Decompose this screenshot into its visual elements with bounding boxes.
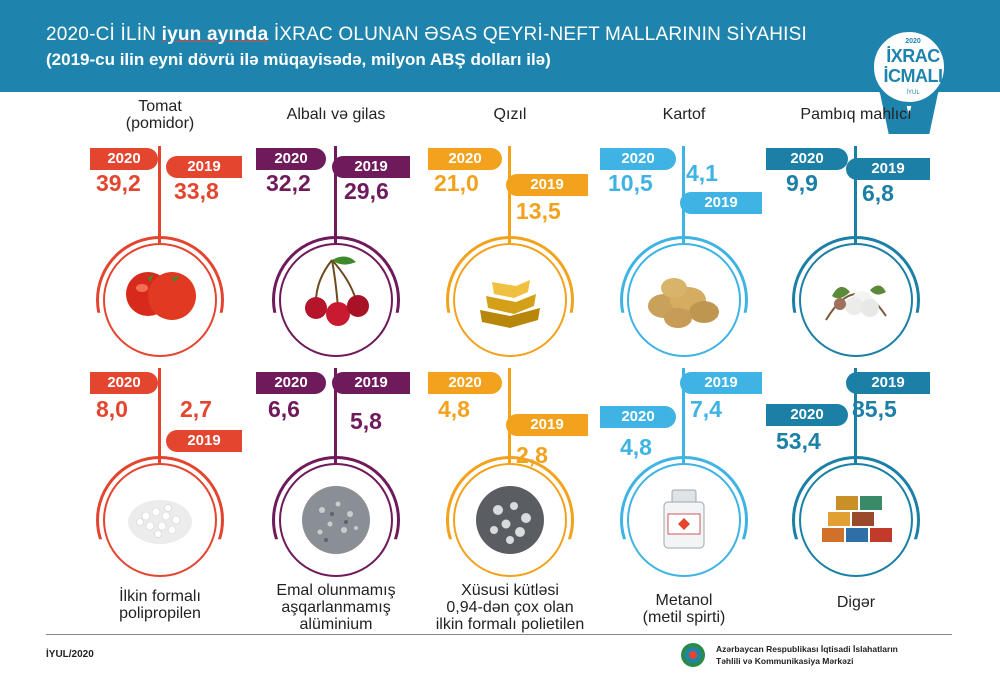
badge-year: 2020 [905,38,921,45]
export-review-badge: 2020 İXRAC İCMALI İYUL [866,28,952,138]
legend-2019-tag: 2019 [846,158,930,180]
legend-2019-tag: 2019 [166,156,242,178]
connector-line [854,146,857,246]
badge-month: İYUL [906,90,920,96]
value-2020: 8,0 [96,396,128,422]
footer-org-line1: Azərbaycan Respublikası İqtisadi İslahat… [716,644,898,654]
footer-org-line2: Təhlili və Kommunikasiya Mərkəzi [716,656,854,666]
legend-2019-tag: 2019 [506,414,588,436]
value-2020: 4,8 [438,396,470,422]
legend-2020-tag: 2020 [90,372,158,394]
connector-line [334,368,337,480]
badge-line2: İCMALI [883,66,944,86]
product-name: Xüsusi kütləsi 0,94-dən çox olan ilkin f… [435,582,585,633]
page-subtitle: (2019-cu ilin eyni dövrü ilə müqayisədə,… [46,50,551,69]
value-2020: 53,4 [776,428,821,454]
product-panel: İlkin formalı polipropilen 2020 8,0 2019 2,7 [70,364,250,624]
value-2019: 85,5 [852,396,897,422]
footer-organization: Azərbaycan Respublikası İqtisadi İslahat… [716,643,898,667]
product-name: Pambıq mahlıcı [800,106,912,123]
value-2020: 10,5 [608,170,653,196]
legend-2019-tag: 2019 [506,174,588,196]
product-panel: Tomat (pomidor) 2020 39,2 2019 33,8 [70,94,250,357]
legend-2019-tag: 2019 [332,372,410,394]
legend-2020-tag: 2020 [256,372,326,394]
legend-2020-tag: 2020 [428,148,502,170]
value-2019: 7,4 [690,396,722,422]
product-panel: Kartof 2020 10,5 2019 4,1 [594,94,774,357]
product-panel: Albalı və gilas 2020 32,2 2019 29,6 [246,94,426,357]
cotton-icon [825,285,887,321]
legend-2020-tag: 2020 [256,148,326,170]
value-2019: 33,8 [174,178,219,204]
value-2020: 32,2 [266,170,311,196]
legend-2019-tag: 2019 [846,372,930,394]
potato-icon [648,278,719,328]
product-panel: Qızıl 2020 21,0 2019 13,5 [420,94,600,357]
product-image-disc [453,243,567,357]
footer-divider [46,634,952,635]
legend-2019-tag: 2019 [680,372,762,394]
badge-seal: 2020 İXRAC İCMALI İYUL [870,28,948,106]
value-2019: 4,1 [686,160,718,186]
product-name: Qızıl [493,106,527,123]
product-panel: Xüsusi kütləsi 0,94-dən çox olan ilkin f… [420,364,600,633]
legend-2020-tag: 2020 [766,404,848,426]
product-name: Tomat (pomidor) [125,98,195,132]
connector-line [682,368,685,480]
footer-date: İYUL/2020 [46,649,94,660]
value-2019: 2,8 [516,442,548,468]
product-panel: Emal olunmamış aşqarlanmamış alüminium 20… [246,364,426,633]
legend-2019-tag: 2019 [680,192,762,214]
value-2020: 9,9 [786,170,818,196]
bottle-icon [663,489,705,549]
cherry-icon [305,256,369,326]
value-2019: 6,8 [862,180,894,206]
legend-2019-tag: 2019 [166,430,242,452]
polyethylene-icon [476,486,544,554]
state-emblem-icon [681,643,705,667]
legend-2019-tag: 2019 [332,156,410,178]
gold-icon [480,280,540,328]
aluminium-icon [302,486,370,554]
value-2020: 6,6 [268,396,300,422]
value-2019: 13,5 [516,198,561,224]
legend-2020-tag: 2020 [766,148,848,170]
legend-2020-tag: 2020 [428,372,502,394]
product-name: Emal olunmamış aşqarlanmamış alüminium [276,582,396,633]
connector-line [158,146,161,246]
connector-line [334,146,337,246]
value-2019: 5,8 [350,408,382,434]
connector-line [508,146,511,246]
value-2020: 21,0 [434,170,479,196]
containers-icon [822,496,892,542]
badge-line1: İXRAC [886,46,940,66]
connector-line [158,368,161,480]
value-2019: 2,7 [180,396,212,422]
product-name: Metanol (metil spirti) [642,592,726,626]
product-panel: Pambıq mahlıcı 2020 9,9 2019 6,8 [766,94,946,357]
product-panel: Digər 2020 53,4 2019 85,5 [766,364,946,624]
legend-2020-tag: 2020 [600,148,676,170]
product-name: Kartof [662,106,706,123]
legend-2020-tag: 2020 [600,406,676,428]
value-2020: 4,8 [620,434,652,460]
legend-2020-tag: 2020 [90,148,158,170]
granules-icon [128,500,192,544]
value-2020: 39,2 [96,170,141,196]
connector-line [854,368,857,480]
header-banner: 2020-Cİ İLİN iyun ayında İXRAC OLUNAN ƏS… [0,0,1000,92]
value-2019: 29,6 [344,178,389,204]
product-name: Albalı və gilas [286,106,386,123]
product-panel: Metanol (metil spirti) 2020 4,8 2019 7,4 [594,364,774,626]
tomato-icon [126,272,196,320]
product-name: İlkin formalı polipropilen [119,588,201,622]
product-name: Digər [836,594,876,611]
page-title: 2020-Cİ İLİN iyun ayında İXRAC OLUNAN ƏS… [46,24,807,45]
